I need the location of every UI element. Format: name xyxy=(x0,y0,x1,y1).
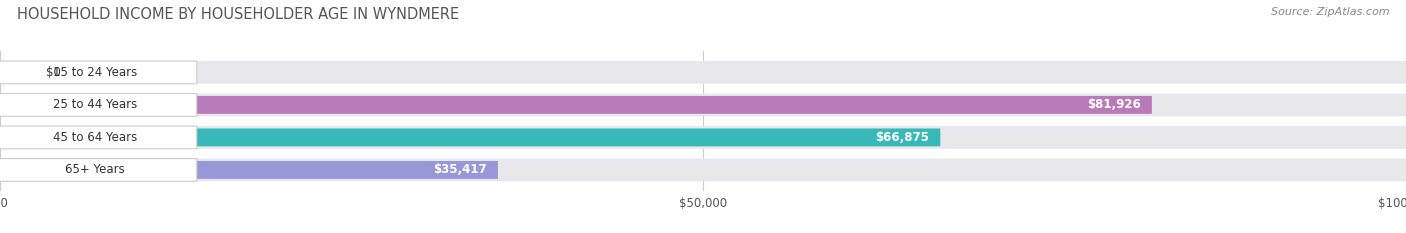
FancyBboxPatch shape xyxy=(0,96,1152,114)
Text: $0: $0 xyxy=(46,66,62,79)
Text: 15 to 24 Years: 15 to 24 Years xyxy=(53,66,136,79)
FancyBboxPatch shape xyxy=(0,128,941,146)
Text: 65+ Years: 65+ Years xyxy=(65,163,125,176)
FancyBboxPatch shape xyxy=(0,93,197,116)
FancyBboxPatch shape xyxy=(0,63,35,81)
Text: 25 to 44 Years: 25 to 44 Years xyxy=(53,98,136,111)
Text: $35,417: $35,417 xyxy=(433,163,486,176)
Text: HOUSEHOLD INCOME BY HOUSEHOLDER AGE IN WYNDMERE: HOUSEHOLD INCOME BY HOUSEHOLDER AGE IN W… xyxy=(17,7,458,22)
Text: $66,875: $66,875 xyxy=(875,131,929,144)
Text: 45 to 64 Years: 45 to 64 Years xyxy=(53,131,136,144)
FancyBboxPatch shape xyxy=(0,158,1406,181)
FancyBboxPatch shape xyxy=(0,161,498,179)
FancyBboxPatch shape xyxy=(0,93,1406,116)
Text: $81,926: $81,926 xyxy=(1087,98,1140,111)
FancyBboxPatch shape xyxy=(0,61,1406,84)
FancyBboxPatch shape xyxy=(0,61,197,84)
Text: Source: ZipAtlas.com: Source: ZipAtlas.com xyxy=(1271,7,1389,17)
FancyBboxPatch shape xyxy=(0,158,197,181)
FancyBboxPatch shape xyxy=(0,126,1406,149)
FancyBboxPatch shape xyxy=(0,126,197,149)
